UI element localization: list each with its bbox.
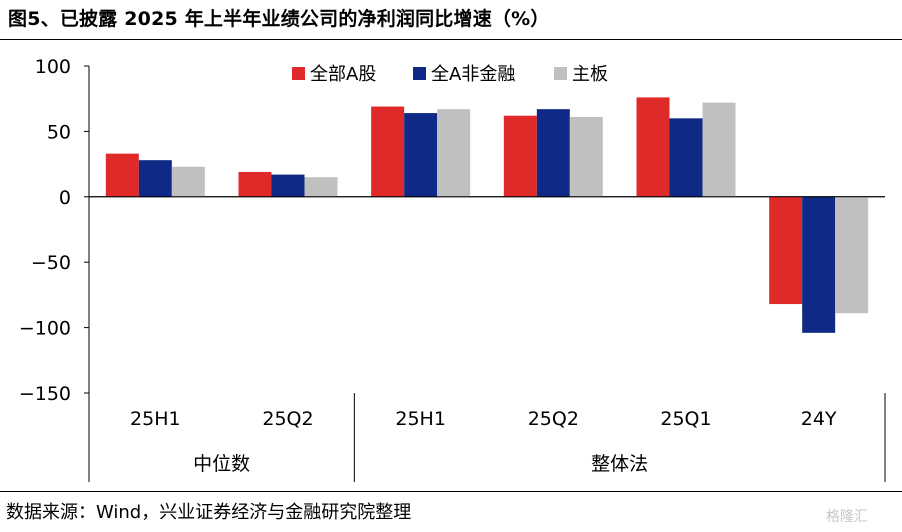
x-tick-label: 24Y (801, 408, 837, 430)
legend-label: 全A非金融 (431, 64, 515, 85)
bars (89, 97, 885, 333)
bar (769, 196, 803, 305)
y-tick-label: 100 (35, 56, 71, 78)
watermark: 格隆汇 (826, 509, 868, 525)
x-tick-label: 25H1 (395, 408, 446, 430)
legend-label: 主板 (572, 64, 608, 85)
y-tick-label: 50 (47, 121, 71, 143)
legend: 全部A股 全A非金融 主板 (292, 64, 608, 85)
chart-title: 图5、已披露 2025 年上半年业绩公司的净利润同比增速（%） (8, 8, 550, 30)
bar (636, 97, 670, 197)
bar (437, 109, 471, 197)
bar (503, 115, 537, 197)
legend-swatch (554, 67, 567, 80)
bar (371, 106, 405, 197)
bar (569, 117, 603, 197)
x-tick-label: 25Q2 (262, 408, 313, 430)
legend-label: 全部A股 (310, 64, 376, 85)
bar (138, 160, 172, 197)
x-tick-label: 25Q1 (660, 408, 711, 430)
bar (835, 196, 869, 314)
footer-divider (0, 491, 902, 492)
x-tick-label: 25H1 (130, 408, 181, 430)
bar (404, 113, 438, 197)
title-divider (0, 39, 902, 40)
source-note: 数据来源：Wind，兴业证券经济与金融研究院整理 (6, 502, 412, 523)
y-tick-label: −50 (31, 252, 71, 274)
group-label: 中位数 (193, 453, 250, 475)
bar (669, 118, 703, 197)
y-tick-label: −100 (19, 318, 71, 340)
legend-swatch (292, 67, 305, 80)
legend-swatch (413, 67, 426, 80)
bar (536, 109, 570, 197)
bar (702, 102, 736, 197)
group-label: 整体法 (591, 453, 648, 475)
bar (105, 153, 139, 197)
bar (238, 171, 272, 197)
axes: 100 50 0 −50 −100 −150 25H1 25Q2 25H1 25Q2 25Q1 24Y… (19, 56, 886, 482)
bar-chart: 100 50 0 −50 −100 −150 25H1 25Q2 25H1 25Q2 25Q1 24Y… (19, 56, 886, 482)
bar (802, 196, 836, 333)
y-tick-label: 0 (59, 187, 71, 209)
bar (304, 177, 338, 197)
x-tick-label: 25Q2 (528, 408, 579, 430)
bar (271, 174, 305, 197)
bar (171, 166, 205, 197)
y-tick-label: −150 (19, 383, 71, 405)
